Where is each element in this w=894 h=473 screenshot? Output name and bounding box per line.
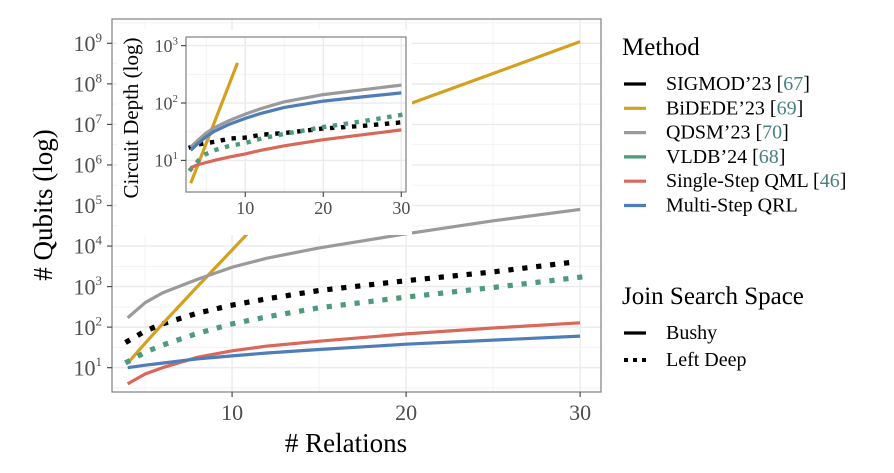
x-tick-label: 10 — [221, 400, 243, 425]
series-line-qdsm-23 — [189, 83, 402, 149]
y-tick-label: 101 — [155, 150, 179, 171]
x-tick-label: 10 — [236, 198, 254, 218]
inset-plot: 101 102 103 10 20 30 Circuit Depth (log) — [117, 30, 412, 235]
series-line-sigmod-23 — [124, 258, 583, 345]
main-x-axis-title: # Relations — [285, 428, 407, 458]
x-tick-label: 20 — [314, 198, 332, 218]
y-tick-label: 108 — [74, 70, 103, 96]
legend-item-vldb-24: VLDB’24 [68] — [624, 146, 785, 168]
inset-x-axis-ticks: 10 20 30 — [236, 192, 410, 218]
inset-panel-background — [186, 37, 406, 192]
series-line-vldb-24 — [187, 112, 404, 173]
legend-label: Bushy — [666, 322, 717, 344]
series-line-single-step-qml — [190, 128, 402, 170]
main-y-axis-ticks: 101 102 103 104 105 106 107 108 109 — [74, 30, 112, 380]
legend-method-items: SIGMOD’23 [67]BiDEDE’23 [69] QDSM’23 [70]… — [624, 73, 846, 217]
legend-space-items: Bushy Left Deep — [624, 322, 747, 371]
legend-label: SIGMOD’23 [67] — [666, 73, 810, 95]
series-line-single-step-qml — [126, 321, 581, 386]
y-tick-label: 109 — [74, 30, 103, 56]
legend-item-single-step-qml: Single-Step QML [46] — [624, 170, 846, 192]
y-tick-label: 102 — [155, 93, 179, 114]
legend-item-left-deep: Left Deep — [624, 349, 747, 371]
series-line-multi-step-qrl — [127, 334, 581, 370]
series-line-qdsm-23 — [126, 207, 581, 320]
series-line-sigmod-23 — [187, 120, 404, 151]
inset-y-axis-title: Circuit Depth (log) — [119, 38, 143, 199]
legend: Method SIGMOD’23 [67]BiDEDE’23 [69] QDSM’… — [622, 34, 846, 371]
y-tick-label: 103 — [74, 273, 103, 299]
x-tick-label: 30 — [392, 198, 410, 218]
legend-label: BiDEDE’23 [69] — [666, 97, 803, 119]
y-tick-label: 106 — [74, 151, 103, 177]
y-tick-label: 103 — [155, 35, 179, 56]
legend-label: VLDB’24 [68] — [666, 146, 785, 168]
legend-item-sigmod-23: SIGMOD’23 [67] — [624, 73, 810, 95]
x-tick-label: 20 — [395, 400, 417, 425]
legend-item-bushy: Bushy — [624, 322, 717, 344]
y-tick-label: 102 — [74, 314, 103, 340]
y-tick-label: 104 — [74, 233, 103, 259]
x-tick-label: 30 — [569, 400, 591, 425]
legend-label: Single-Step QML [46] — [666, 170, 846, 192]
y-tick-label: 107 — [74, 111, 103, 137]
legend-space-title: Join Search Space — [622, 283, 804, 310]
inset-series-lines — [187, 62, 404, 184]
inset-y-axis-ticks: 101 102 103 — [155, 35, 186, 171]
y-tick-label: 105 — [74, 192, 103, 218]
series-line-multi-step-qrl — [189, 91, 402, 152]
main-x-axis-ticks: 10 20 30 — [221, 392, 591, 425]
legend-method-title: Method — [622, 34, 700, 61]
inset-panel-border — [185, 36, 407, 193]
series-line-vldb-24 — [124, 274, 583, 366]
legend-label: Left Deep — [666, 349, 747, 371]
legend-item-multi-step-qrl: Multi-Step QRL — [624, 195, 798, 217]
legend-item-bidede-23: BiDEDE’23 [69] — [624, 97, 803, 119]
legend-label: Multi-Step QRL — [666, 195, 798, 217]
main-y-axis-title: # Qubits (log) — [28, 129, 58, 281]
legend-item-qdsm-23: QDSM’23 [70] — [624, 122, 789, 144]
legend-label: QDSM’23 [70] — [666, 122, 789, 144]
y-tick-label: 101 — [74, 354, 103, 380]
